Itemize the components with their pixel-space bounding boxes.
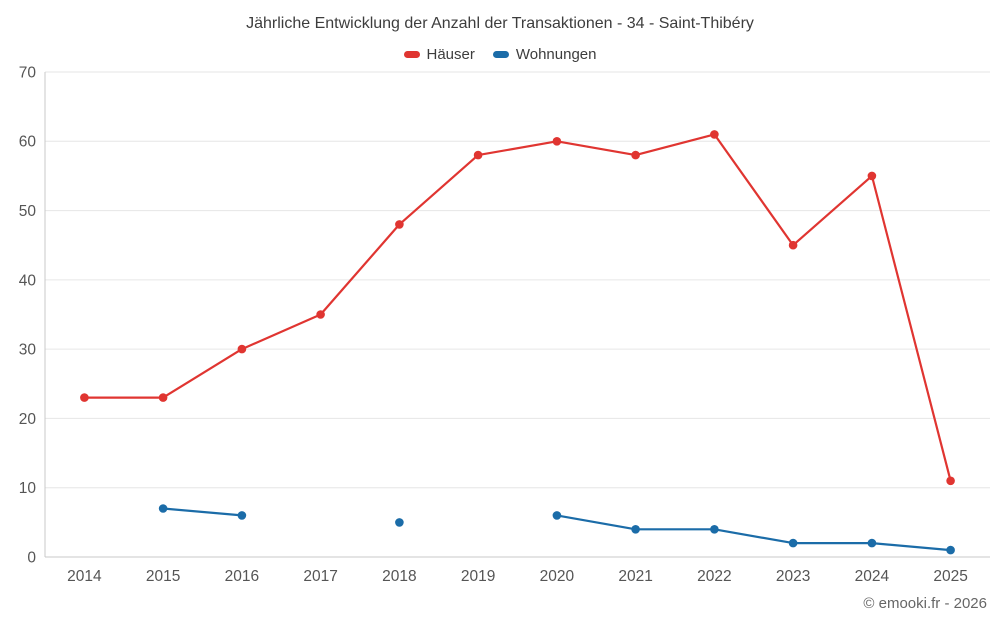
- data-point-Häuser-2025: [946, 476, 955, 486]
- x-tick-label: 2017: [303, 568, 337, 585]
- data-point-Häuser-2019: [473, 150, 483, 160]
- x-tick-label: 2019: [461, 568, 495, 585]
- legend-label-haeuser: Häuser: [426, 46, 475, 63]
- data-point-Häuser-2021: [631, 150, 640, 160]
- data-point-Wohnungen-2023: [788, 538, 798, 548]
- data-point-Wohnungen-2015: [158, 504, 168, 513]
- legend-label-wohnungen: Wohnungen: [515, 46, 597, 63]
- data-point-Häuser-2016: [237, 344, 247, 354]
- x-tick-label: 2021: [618, 568, 652, 585]
- x-tick-label: 2024: [855, 568, 890, 585]
- y-tick-label: 50: [19, 203, 37, 220]
- data-point-Wohnungen-2024: [867, 538, 877, 548]
- y-tick-label: 40: [19, 272, 37, 289]
- x-tick-label: 2020: [540, 568, 575, 585]
- data-point-Häuser-2014: [80, 393, 89, 402]
- y-tick-label: 30: [19, 342, 37, 359]
- data-point-Häuser-2020: [552, 137, 562, 146]
- legend-swatch-haeuser: [403, 51, 420, 58]
- data-point-Wohnungen-2016: [237, 511, 247, 520]
- data-point-Häuser-2022: [710, 130, 719, 139]
- legend: Häuser Wohnungen: [0, 46, 1000, 63]
- legend-item-haeuser[interactable]: Häuser: [403, 46, 475, 63]
- x-tick-label: 2014: [67, 568, 102, 585]
- legend-swatch-wohnungen: [492, 51, 509, 58]
- legend-item-wohnungen[interactable]: Wohnungen: [492, 46, 597, 63]
- y-tick-label: 70: [19, 64, 37, 81]
- data-point-Häuser-2018: [395, 220, 404, 229]
- data-point-Wohnungen-2020: [552, 511, 562, 520]
- data-point-Häuser-2024: [867, 171, 877, 181]
- data-point-Häuser-2017: [316, 310, 325, 319]
- data-point-Häuser-2015: [158, 393, 168, 402]
- data-point-Wohnungen-2025: [946, 545, 955, 555]
- y-tick-label: 10: [19, 480, 37, 497]
- x-tick-label: 2018: [382, 568, 416, 585]
- series-line-Wohnungen: [162, 507, 952, 552]
- x-tick-label: 2023: [776, 568, 810, 585]
- data-point-Wohnungen-2021: [631, 525, 640, 534]
- copyright: © emooki.fr - 2026: [863, 595, 987, 612]
- data-point-Häuser-2023: [788, 240, 798, 250]
- x-tick-label: 2022: [697, 568, 731, 585]
- series-line-Häuser: [83, 133, 952, 482]
- data-point-Wohnungen-2022: [710, 525, 719, 534]
- y-tick-label: 20: [19, 411, 37, 428]
- chart-title: Jährliche Entwicklung der Anzahl der Tra…: [246, 15, 754, 32]
- x-tick-label: 2025: [933, 568, 967, 585]
- x-tick-label: 2015: [146, 568, 180, 585]
- y-tick-label: 0: [27, 549, 36, 566]
- y-tick-label: 60: [19, 134, 37, 151]
- x-tick-label: 2016: [225, 568, 259, 585]
- data-point-Wohnungen-2018: [395, 518, 404, 527]
